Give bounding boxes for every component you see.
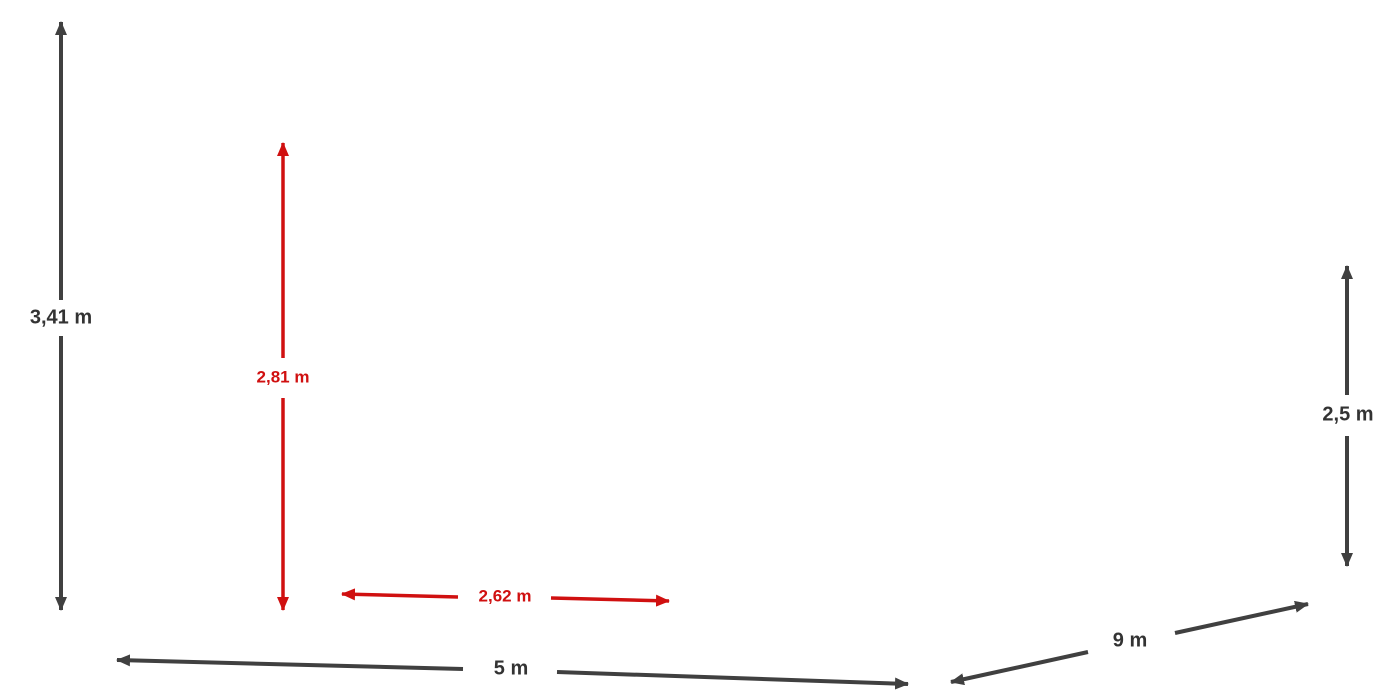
arrow-segment (341, 588, 459, 601)
dimension-label: 2,62 m (479, 586, 532, 605)
dimension-label: 3,41 m (30, 306, 92, 328)
dimension-label: 9 m (1113, 629, 1147, 651)
dimension-label: 5 m (494, 657, 528, 679)
dimension-label: 2,5 m (1322, 403, 1373, 425)
arrow-segment (556, 670, 909, 690)
arrow-segment (1174, 600, 1309, 635)
dimension-arrow: 2,62 m (341, 586, 670, 607)
arrow-segment (550, 594, 670, 607)
dimension-arrow: 9 m (950, 600, 1309, 686)
arrow-segment (116, 654, 464, 671)
dimension-arrow: 3,41 m (30, 21, 92, 611)
dimension-arrow: 2,81 m (257, 142, 310, 611)
dimension-arrow: 5 m (116, 654, 909, 690)
dimension-label: 2,81 m (257, 367, 310, 386)
arrow-segment (950, 650, 1089, 686)
dimension-arrow: 2,5 m (1322, 265, 1374, 567)
